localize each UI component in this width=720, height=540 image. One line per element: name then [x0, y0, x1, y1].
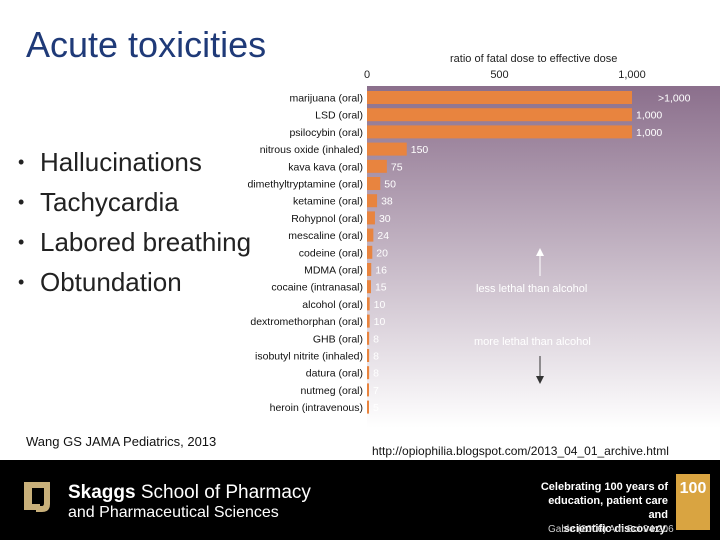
bullet-text: Tachycardia — [40, 187, 179, 217]
value-label: 8 — [373, 351, 379, 363]
bar — [367, 331, 370, 345]
category-label: Rohypnol (oral) — [291, 213, 363, 225]
category-label: dextromethorphan (oral) — [250, 316, 363, 328]
citation-link[interactable]: http://opiophilia.blogspot.com/2013_04_0… — [372, 444, 669, 458]
category-label: marijuana (oral) — [289, 93, 363, 105]
value-label: 10 — [374, 316, 386, 328]
value-label: 15 — [375, 282, 387, 294]
category-label: alcohol (oral) — [302, 299, 363, 311]
x-tick-label: 0 — [364, 69, 370, 81]
value-label: 24 — [377, 230, 389, 242]
down-arrow-head-icon — [536, 376, 544, 384]
celebration-line: education, patient care and — [548, 495, 668, 521]
category-label: nitrous oxide (inhaled) — [260, 144, 363, 156]
category-label: heroin (intravenous) — [270, 402, 363, 414]
bullet-item: • Tachycardia — [18, 182, 251, 222]
celebration-text: Celebrating 100 years of education, pati… — [528, 480, 668, 536]
bar — [367, 125, 632, 139]
annotation-less-lethal: less lethal than alcohol — [476, 283, 587, 295]
bullet-text: Obtundation — [40, 267, 182, 297]
bullet-text: Labored breathing — [40, 227, 252, 257]
value-label: 16 — [375, 265, 387, 277]
bar — [367, 366, 370, 380]
category-label: nutmeg (oral) — [301, 385, 363, 397]
chart-panel — [367, 86, 720, 428]
school-name-rest: School of Pharmacy — [135, 482, 311, 503]
category-label: ketamine (oral) — [293, 196, 363, 208]
ratio-bar-chart: ratio of fatal dose to effective dose 0 5… — [247, 53, 720, 428]
school-subtitle: and Pharmaceutical Sciences — [68, 504, 279, 521]
bar — [367, 383, 369, 397]
bullet-dot: • — [18, 152, 25, 172]
bar — [367, 314, 370, 328]
value-label: 75 — [391, 161, 403, 173]
citation-left: Wang GS JAMA Pediatrics, 2013 — [26, 434, 217, 449]
source-citation: Gable (2006) Am Sci 94:206 — [548, 524, 674, 535]
value-label: 50 — [384, 179, 396, 191]
value-label: 7 — [373, 385, 379, 397]
bullet-list: • Hallucinations • Tachycardia • Labored br… — [18, 142, 251, 302]
school-name: Skaggs School of Pharmacy — [68, 482, 311, 504]
celebration-line: scientific discovery. — [563, 523, 668, 535]
bar — [367, 142, 407, 156]
bar — [367, 194, 378, 208]
bullet-text: Hallucinations — [40, 147, 202, 177]
value-label: 30 — [379, 213, 391, 225]
chart-title: ratio of fatal dose to effective dose — [450, 53, 617, 65]
category-label: psilocybin (oral) — [289, 127, 363, 139]
bullet-item: • Hallucinations — [18, 142, 251, 182]
bar — [367, 91, 632, 104]
bullet-dot: • — [18, 272, 25, 292]
bar — [367, 177, 381, 190]
celebration-line: Celebrating 100 years of — [540, 481, 668, 493]
school-name-bold: Skaggs — [68, 482, 136, 503]
bar — [367, 108, 632, 122]
category-label: LSD (oral) — [315, 110, 363, 122]
centennial-badge: 100 — [676, 474, 710, 530]
bar — [367, 263, 372, 276]
bar — [367, 349, 370, 362]
bar — [367, 297, 370, 311]
category-label: isobutyl nitrite (inhaled) — [255, 351, 363, 363]
slide-title: Acute toxicities — [26, 24, 267, 65]
value-label: 5 — [373, 402, 379, 414]
cu-logo-icon — [24, 482, 50, 512]
category-label: mescaline (oral) — [288, 230, 363, 242]
up-arrow-head-icon — [536, 248, 544, 256]
value-label: 10 — [374, 299, 386, 311]
bar — [367, 159, 387, 173]
category-label: kava kava (oral) — [288, 161, 363, 173]
bullet-item: • Labored breathing — [18, 222, 251, 262]
value-label: 1,000 — [636, 110, 662, 122]
category-label: MDMA (oral) — [304, 265, 363, 277]
x-tick-label: 1,000 — [618, 69, 646, 81]
category-label: codeine (oral) — [299, 247, 363, 259]
value-label: 8 — [373, 368, 379, 380]
bar — [367, 211, 375, 225]
value-label: 38 — [381, 196, 393, 208]
bar — [367, 400, 369, 414]
value-label: 8 — [373, 333, 379, 345]
category-label: cocaine (intranasal) — [271, 282, 363, 294]
bullet-dot: • — [18, 232, 25, 252]
value-label: >1,000 — [658, 93, 691, 105]
footer-bar: Skaggs School of Pharmacy and Pharmaceut… — [0, 460, 720, 540]
value-label: 150 — [411, 144, 429, 156]
x-tick-label: 500 — [490, 69, 508, 81]
bar — [367, 228, 374, 242]
bullet-item: • Obtundation — [18, 262, 251, 302]
bar — [367, 245, 373, 259]
category-label: dimethyltryptamine (oral) — [247, 179, 363, 191]
value-label: 20 — [376, 247, 388, 259]
badge-label: 100 — [679, 480, 707, 497]
value-label: 1,000 — [636, 127, 662, 139]
category-label: datura (oral) — [306, 368, 363, 380]
category-label: GHB (oral) — [313, 333, 363, 345]
bar — [367, 280, 371, 294]
bullet-dot: • — [18, 192, 25, 212]
annotation-more-lethal: more lethal than alcohol — [474, 336, 591, 348]
